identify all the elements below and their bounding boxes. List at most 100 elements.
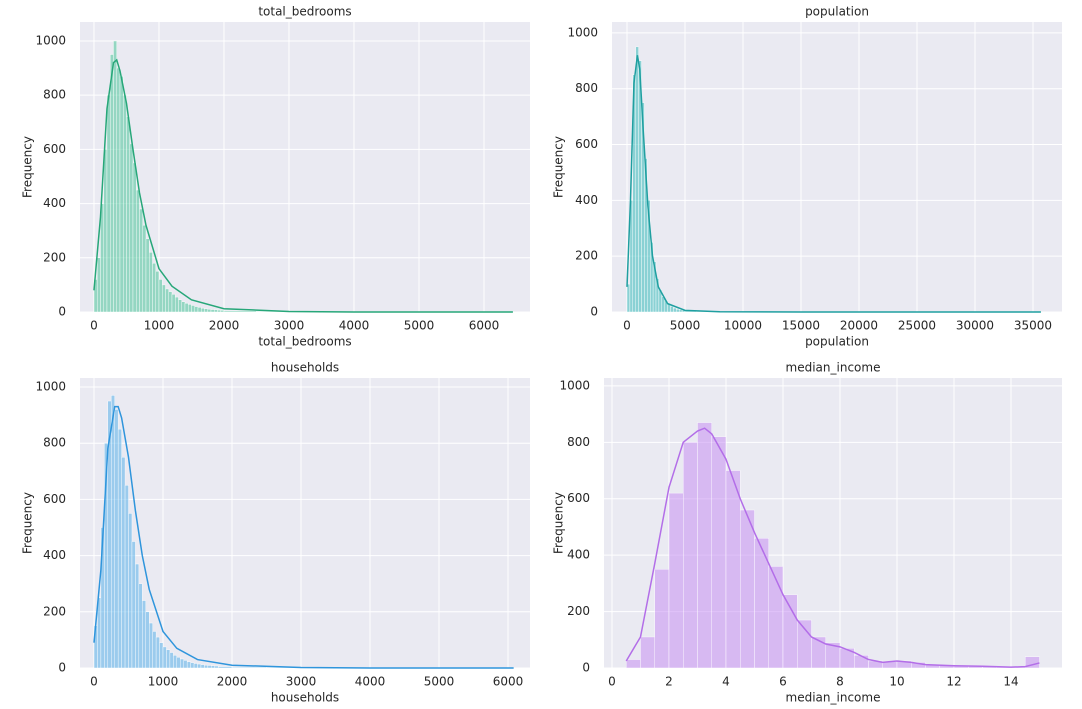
histogram-bar [186,661,191,669]
histogram-bar [149,252,153,313]
y-tick-label: 400 [567,548,590,562]
histogram-bar [223,310,257,313]
histogram-bar [220,310,225,313]
histogram-bar [176,657,181,669]
x-tick-label: 0 [608,675,616,689]
x-tick-label: 14 [1003,675,1018,689]
y-tick-label: 800 [43,436,66,450]
subplot-title: population [805,5,869,19]
histogram-bar [1025,656,1040,669]
plot-area [80,378,530,668]
x-tick-label: 0 [90,319,98,333]
histogram-bar [217,309,221,313]
histogram-bar [231,666,267,669]
x-tick-label: 0 [90,675,98,689]
y-tick-label: 800 [567,435,590,449]
histogram-bar [155,271,160,313]
y-tick-label: 0 [582,661,590,675]
y-tick-label: 600 [43,142,66,156]
histogram-bar [207,665,212,669]
x-tick-label: 5000 [404,319,435,333]
histogram-bar [114,409,119,669]
histogram-bar [173,655,178,669]
histogram-bar [214,309,218,313]
y-tick-label: 400 [575,193,598,207]
x-tick-label: 8 [836,675,844,689]
histogram-bar [162,284,166,313]
histogram-bar [129,143,134,313]
histogram-bar [854,655,869,669]
histogram-bar [640,636,655,669]
histogram-bar [181,301,186,313]
histogram-bar [155,636,160,669]
histogram-bar [190,662,195,669]
histogram-bar [116,67,121,313]
histogram-bar [145,238,150,313]
histogram-bar [168,291,173,313]
subplot-title: total_bedrooms [258,5,351,19]
histogram-bar [184,303,189,313]
subplot: 0 200 400 600 800 1000 0 1000 2000 3000 4000 5000 60… [21,5,530,349]
y-tick-label: 800 [43,88,66,102]
histogram-bar [111,395,115,669]
y-tick-label: 200 [43,604,66,618]
y-tick-label: 0 [590,305,598,319]
histogram-bar [214,665,219,669]
y-tick-label: 200 [575,249,598,263]
histogram-bar [197,663,202,669]
histogram-bar [97,257,101,313]
x-tick-label: 25000 [898,319,936,333]
kde-line [93,405,514,669]
histogram-bar [119,76,124,313]
y-tick-label: 400 [43,196,66,210]
histogram-bar [740,509,755,669]
x-tick-label: 3000 [286,675,317,689]
histogram-bar [149,622,153,669]
histogram-bar [711,436,727,669]
histogram-bar [768,566,784,669]
histogram-bar [159,642,164,669]
x-tick-label: 20000 [840,319,878,333]
x-tick-label: 3000 [274,319,305,333]
histogram-bar [171,294,176,313]
histogram-bar [207,309,212,313]
histogram-bar [193,663,198,669]
kde-line [626,55,1041,313]
x-tick-label: 6 [779,675,787,689]
y-tick-label: 1000 [35,379,66,393]
histogram-bar [138,583,143,669]
histogram-bar [162,646,167,669]
histogram-bar [152,631,157,669]
y-axis-label: Frequency [552,492,566,554]
subplot-title: median_income [786,361,881,375]
histogram-bar [136,189,140,313]
histogram-bar [135,563,140,669]
histogram-bar [124,485,129,669]
histogram-bar [683,442,698,669]
y-axis-label: Frequency [21,492,35,554]
histogram-bar [178,299,182,313]
x-tick-label: 35000 [1014,319,1052,333]
y-tick-label: 0 [58,305,66,319]
histogram-bar [200,664,205,669]
histogram-bar [142,225,147,313]
x-tick-label: 30000 [956,319,994,333]
histogram-bar [697,422,712,669]
subplot-title: households [271,361,339,375]
histogram-bar [782,594,798,669]
histogram-bar [678,309,683,313]
x-axis-label: population [805,335,869,349]
y-tick-label: 800 [575,81,598,95]
x-axis-label: households [271,691,339,705]
histogram-bar [210,309,215,313]
histogram-bar [626,283,631,313]
histogram-bar [201,308,205,313]
x-tick-label: 6000 [493,675,524,689]
x-tick-label: 2 [665,675,673,689]
histogram-bar [169,652,174,669]
histogram-bar [158,279,163,313]
histogram-bar [188,304,192,313]
x-tick-label: 5000 [670,319,701,333]
